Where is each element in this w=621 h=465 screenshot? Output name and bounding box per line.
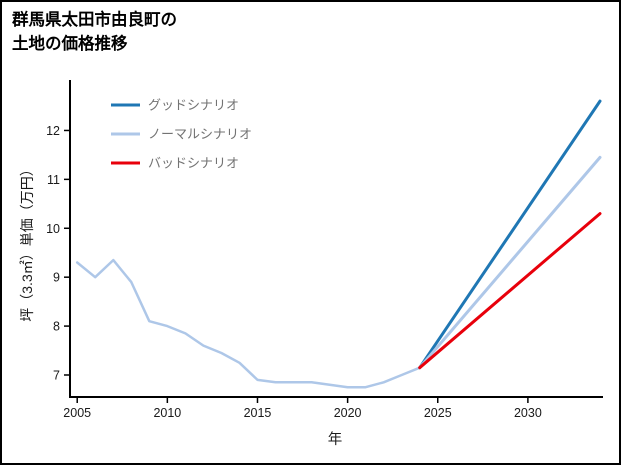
legend-label-bad: バッドシナリオ bbox=[148, 156, 239, 171]
x-tick-label: 2015 bbox=[244, 406, 272, 420]
y-tick-label: 11 bbox=[47, 173, 60, 187]
y-tick-label: 12 bbox=[46, 124, 60, 138]
legend-label-normal: ノーマルシナリオ bbox=[148, 127, 252, 142]
x-axis-label: 年 bbox=[328, 431, 343, 448]
y-tick-label: 9 bbox=[53, 271, 60, 285]
x-tick-label: 2030 bbox=[514, 406, 542, 420]
y-tick-label: 8 bbox=[53, 320, 60, 334]
legend-label-good: グッドシナリオ bbox=[148, 98, 239, 113]
good-line bbox=[418, 99, 602, 370]
history-line bbox=[75, 258, 421, 389]
x-tick-label: 2010 bbox=[153, 406, 181, 420]
normal-line bbox=[418, 155, 602, 370]
y-tick-label: 7 bbox=[53, 368, 60, 382]
y-tick-label: 10 bbox=[46, 222, 60, 236]
y-axis-label: 坪（3.3㎡）単価（万円） bbox=[19, 162, 35, 321]
x-tick-label: 2020 bbox=[334, 406, 362, 420]
x-tick-label: 2005 bbox=[63, 406, 91, 420]
x-tick-label: 2025 bbox=[424, 406, 452, 420]
bad-line bbox=[418, 212, 602, 370]
